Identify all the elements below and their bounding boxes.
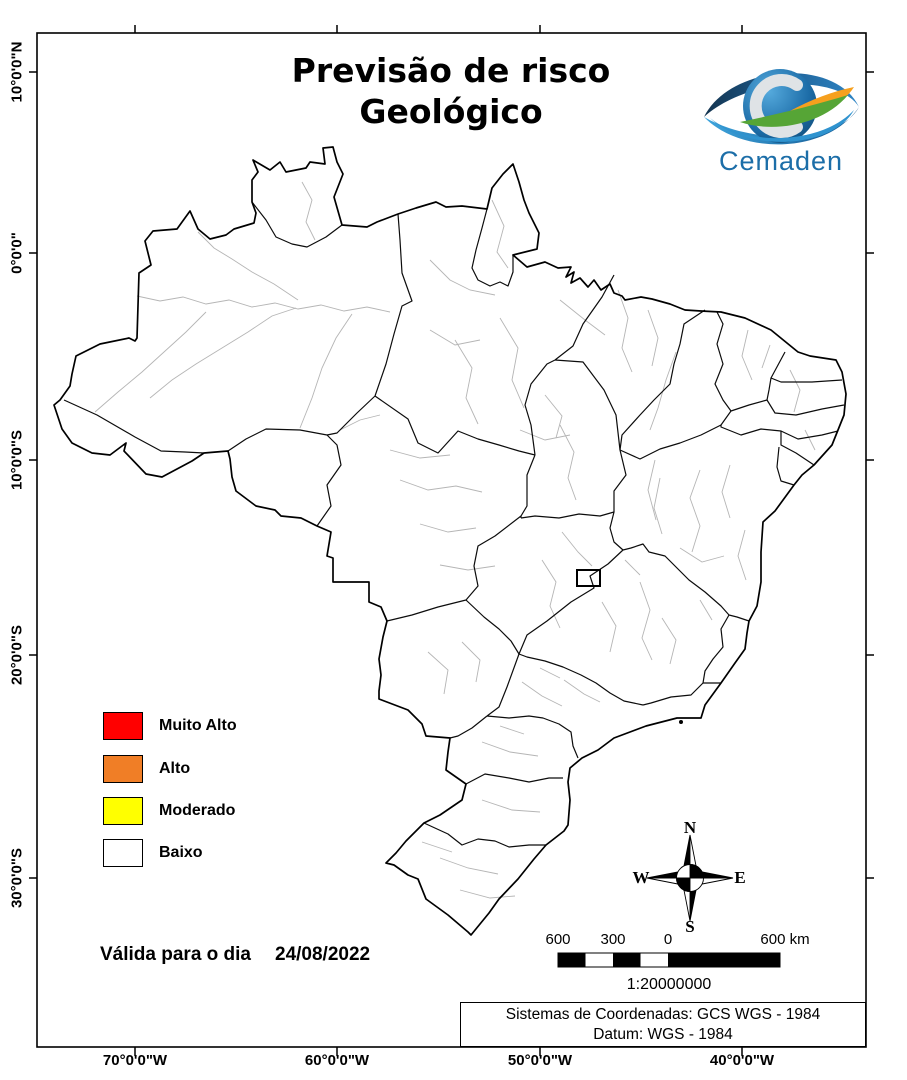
coastal-island-dot — [679, 720, 683, 724]
legend-label: Alto — [159, 760, 191, 777]
map-frame — [36, 32, 867, 1048]
lat-label-30s: 30°0'0"S — [8, 847, 26, 909]
distrito-federal-outline — [576, 569, 601, 587]
legend-label: Moderado — [159, 802, 236, 819]
title-line-2: Geológico — [359, 92, 543, 131]
scale-label-0: 0 — [663, 931, 673, 948]
brazil-outline — [53, 146, 847, 936]
crs-line: Sistemas de Coordenadas: GCS WGS - 1984 — [505, 1005, 821, 1023]
legend-swatch-moderado — [103, 797, 143, 825]
scale-ratio: 1:20000000 — [626, 976, 712, 993]
lon-label-60w: 60°0'0"W — [304, 1052, 370, 1069]
compass-north-label: N — [683, 818, 697, 837]
legend-swatch-muito-alto — [103, 712, 143, 740]
compass-south-label: S — [685, 917, 695, 936]
coordinate-system-note: Sistemas de Coordenadas: GCS WGS - 1984 … — [460, 1002, 866, 1047]
legend-swatch-alto — [103, 755, 143, 783]
validity-label: Válida para o dia — [100, 944, 251, 965]
lat-label-10s: 10°0'0"S — [8, 429, 26, 491]
state-boundaries — [63, 201, 845, 848]
lat-label-10n: 10°0'0"N — [8, 41, 26, 103]
cemaden-wordmark: Cemaden — [718, 146, 844, 176]
compass-west-label: W — [632, 868, 650, 887]
page-title: Previsão de risco Geológico — [292, 50, 611, 132]
lon-label-40w: 40°0'0"W — [709, 1052, 775, 1069]
lat-label-0: 0°0'0" — [8, 232, 26, 274]
scale-label-600-left: 600 — [545, 931, 571, 948]
datum-line: Datum: WGS - 1984 — [593, 1025, 733, 1043]
compass-east-label: E — [734, 868, 746, 887]
legend-label: Baixo — [159, 844, 203, 861]
legend-item-muito-alto: Muito Alto — [103, 712, 237, 740]
validity-note: Válida para o dia 24/08/2022 — [100, 944, 370, 966]
legend-swatch-baixo — [103, 839, 143, 867]
municipal-boundaries — [94, 181, 816, 899]
legend-label: Muito Alto — [159, 717, 237, 734]
legend-item-alto: Alto — [103, 755, 190, 783]
cemaden-logo-icon — [704, 69, 859, 145]
scale-label-300: 300 — [600, 931, 626, 948]
legend-item-baixo: Baixo — [103, 839, 203, 867]
scale-label-600km: 600 km — [760, 931, 810, 948]
title-line-1: Previsão de risco — [291, 51, 611, 90]
lat-label-20s: 20°0'0"S — [8, 624, 26, 686]
graticule-ticks — [29, 25, 874, 1056]
lon-label-50w: 50°0'0"W — [507, 1052, 573, 1069]
compass-rose-icon — [646, 834, 734, 922]
lon-label-70w: 70°0'0"W — [102, 1052, 168, 1069]
legend-item-moderado: Moderado — [103, 797, 235, 825]
validity-date: 24/08/2022 — [275, 944, 371, 965]
scale-bar — [557, 952, 781, 968]
